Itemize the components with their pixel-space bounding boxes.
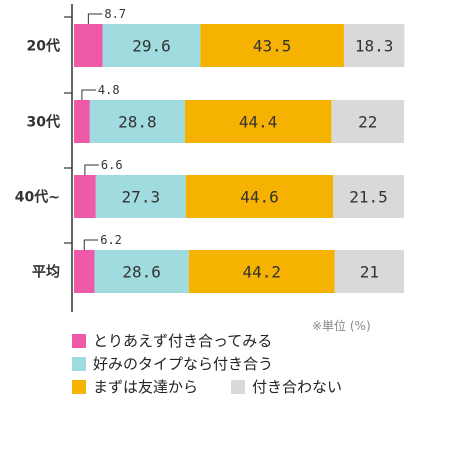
data-label: 6.2 [100,233,122,247]
category-label: 40代~ [15,189,60,206]
data-label: 43.5 [253,37,292,56]
unit-note: ※単位 (%) [312,319,371,333]
legend-label-2: まずは友達から [93,378,199,396]
bar-segment [74,24,103,67]
bar-segment [94,250,189,293]
leader-line [81,89,96,100]
data-label: 28.6 [122,263,161,282]
legend-swatch-3 [231,379,245,394]
data-label: 29.6 [132,37,171,56]
data-label: 44.4 [239,113,278,132]
data-label: 18.3 [355,37,394,56]
category-label: 平均 [32,264,60,281]
legend-item-0: とりあえず付き合ってみる [72,330,272,351]
bar-segment [200,24,344,67]
bar-segment [185,175,334,218]
bar-segment [188,250,335,293]
legend-item-2: まずは友達から [72,376,198,397]
leader-line [84,164,99,175]
legend-label-3: 付き合わない [252,378,343,396]
leader-line [87,13,103,24]
bar-segment [334,250,404,293]
data-label: 28.8 [118,113,157,132]
bar-segment [74,250,95,293]
legend-swatch-0 [72,333,86,348]
legend-item-1: 好みのタイプなら付き合う [72,353,273,374]
data-label: 27.3 [122,188,161,207]
bar-segment [102,24,201,67]
data-label: 44.6 [240,188,279,207]
legend-swatch-2 [72,379,86,394]
bar-segment [89,100,185,143]
leader-line [83,239,99,250]
legend-label-1: 好みのタイプなら付き合う [93,355,274,373]
bar-segment [74,175,96,218]
legend-item-3: 付き合わない [231,376,342,397]
legend-swatch-1 [72,356,86,371]
data-label: 22 [358,113,377,132]
data-label: 44.2 [243,263,282,282]
data-label: 6.6 [101,158,123,172]
data-label: 4.8 [98,83,120,97]
data-label: 8.7 [104,7,126,21]
category-label: 20代 [27,38,60,55]
data-label: 21 [360,263,379,282]
data-label: 21.5 [349,188,388,207]
bar-segment [184,100,332,143]
bar-segment [333,175,404,218]
bar-segment [331,100,404,143]
bar-segment [95,175,186,218]
bar-segment [343,24,405,67]
legend-label-0: とりあえず付き合ってみる [93,332,273,350]
bar-segment [74,100,90,143]
category-label: 30代 [27,114,60,131]
